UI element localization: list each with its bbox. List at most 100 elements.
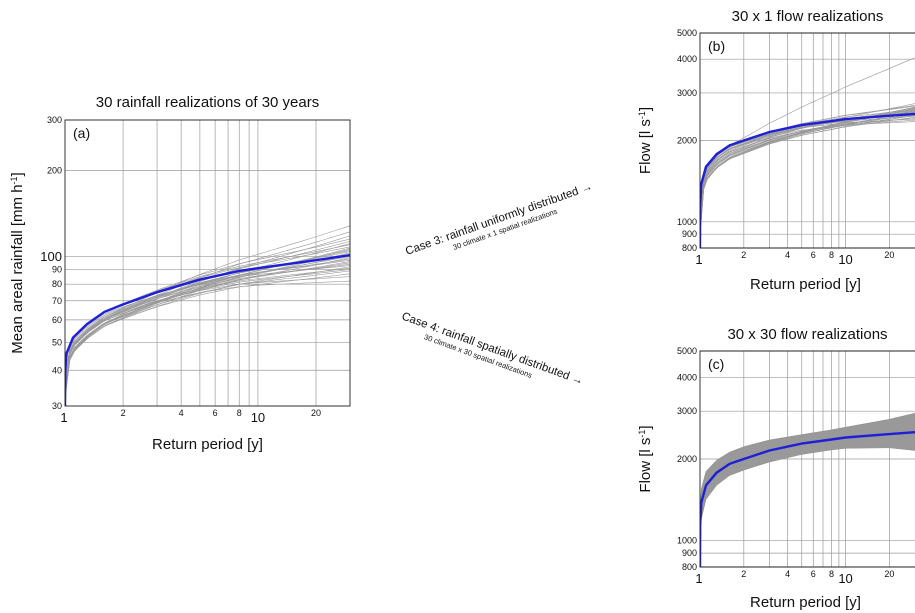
x-axis-label: Return period [y] (152, 436, 263, 453)
panel-b-flow-chart-30x1: 1 2 4 6 8 10 20 800 900 1000 2000 3000 4000 5000 30 x … (637, 8, 915, 293)
y-tick-label: 4000 (677, 372, 697, 382)
y-tick-label: 200 (47, 165, 62, 175)
realization-line (700, 119, 915, 226)
realization-line (700, 115, 915, 234)
realization-line (65, 259, 350, 386)
realization-line (65, 273, 350, 397)
y-tick-label: 5000 (677, 28, 697, 38)
y-tick-label: 70 (52, 296, 62, 306)
x-tick-label: 4 (179, 408, 184, 418)
panel-label: (b) (708, 38, 725, 54)
y-axis-label-superscript: -1 (9, 176, 19, 184)
y-tick-label: 1000 (677, 536, 697, 546)
chart-title: 30 rainfall realizations of 30 years (96, 94, 319, 111)
x-tick-label: 1 (695, 252, 702, 267)
case3-label: Case 3: rainfall uniformly distributed → (404, 181, 594, 258)
x-tick-label: 6 (213, 408, 218, 418)
x-tick-label: 4 (785, 569, 790, 579)
y-tick-label: 800 (682, 243, 697, 253)
realization-band (700, 412, 915, 541)
y-tick-label: 3000 (677, 88, 697, 98)
x-tick-label: 1 (695, 571, 702, 586)
y-tick-label: 2000 (677, 136, 697, 146)
realization-line (65, 243, 350, 397)
x-tick-label: 8 (829, 250, 834, 260)
y-tick-label: 50 (52, 338, 62, 348)
y-axis-label-superscript: -1 (637, 111, 647, 119)
realization-line (65, 262, 350, 392)
plot-area (65, 225, 350, 406)
panel-label: (a) (73, 125, 90, 141)
y-tick-label: 30 (52, 401, 62, 411)
y-tick-label: 3000 (677, 406, 697, 416)
y-tick-label: 800 (682, 562, 697, 572)
realization-line (700, 110, 915, 230)
plot-frame (64, 119, 351, 407)
realization-line (700, 103, 915, 229)
panel-c-flow-chart-30x30: 1 2 4 6 8 10 20 800 900 1000 2000 3000 4000 5000 30 x … (637, 326, 915, 611)
x-tick-label: 20 (311, 408, 321, 418)
y-tick-label: 80 (52, 279, 62, 289)
realization-line (700, 110, 915, 230)
realization-line (65, 231, 350, 392)
realization-line (700, 106, 915, 234)
x-tick-label: 6 (811, 250, 816, 260)
y-tick-label: 2000 (677, 454, 697, 464)
plot-frame (699, 32, 915, 249)
mean-line (700, 112, 915, 248)
x-tick-label: 2 (741, 250, 746, 260)
y-axis-label-end: ] (9, 172, 26, 176)
plot-area (700, 412, 915, 567)
realization-line (700, 111, 915, 234)
case3-annotation: Case 3: rainfall uniformly distributed →… (404, 181, 594, 258)
x-tick-label: 4 (785, 250, 790, 260)
y-tick-label: 1000 (677, 217, 697, 227)
y-axis-label-main: Mean areal rainfall [mm h (9, 184, 26, 353)
plot-area (700, 57, 915, 248)
mean-line (700, 431, 915, 567)
y-axis-label: Flow [l s-1] (637, 425, 654, 492)
y-axis-label-superscript: -1 (637, 430, 647, 438)
realization-line (65, 280, 350, 391)
realization-line (65, 225, 350, 390)
x-tick-label: 6 (811, 569, 816, 579)
realization-line (700, 109, 915, 234)
x-tick-label: 10 (251, 410, 265, 425)
x-tick-label: 10 (838, 252, 852, 267)
y-tick-label: 300 (47, 115, 62, 125)
y-axis-label-end: ] (637, 425, 654, 429)
y-tick-label: 40 (52, 365, 62, 375)
y-axis-label: Mean areal rainfall [mm h-1] (9, 172, 26, 353)
case4-label: Case 4: rainfall spatially distributed → (400, 311, 585, 388)
x-tick-label: 2 (741, 569, 746, 579)
chart-title: 30 x 30 flow realizations (727, 326, 887, 343)
realization-line (700, 107, 915, 228)
x-axis-label: Return period [y] (750, 594, 861, 611)
mean-line (65, 254, 350, 406)
realization-line (700, 112, 915, 224)
realization-line (700, 116, 915, 233)
x-tick-label: 2 (121, 408, 126, 418)
y-axis-label: Flow [l s-1] (637, 107, 654, 174)
x-tick-label: 8 (829, 569, 834, 579)
x-tick-label: 8 (237, 408, 242, 418)
realization-line (700, 121, 915, 224)
realization-line (65, 241, 350, 391)
y-axis-label-end: ] (637, 107, 654, 111)
panel-label: (c) (708, 356, 724, 372)
realization-line (65, 266, 350, 397)
y-tick-label: 900 (682, 548, 697, 558)
y-tick-label: 60 (52, 315, 62, 325)
y-tick-label: 5000 (677, 346, 697, 356)
plot-frame (699, 350, 915, 568)
x-tick-label: 1 (60, 410, 67, 425)
x-tick-label: 20 (884, 569, 894, 579)
realization-line (65, 248, 350, 396)
y-tick-label: 100 (40, 249, 62, 264)
realization-line (700, 115, 915, 222)
case4-annotation: Case 4: rainfall spatially distributed →… (400, 311, 585, 388)
y-axis-label-main: Flow [l s (637, 438, 654, 493)
realization-line (65, 247, 350, 398)
